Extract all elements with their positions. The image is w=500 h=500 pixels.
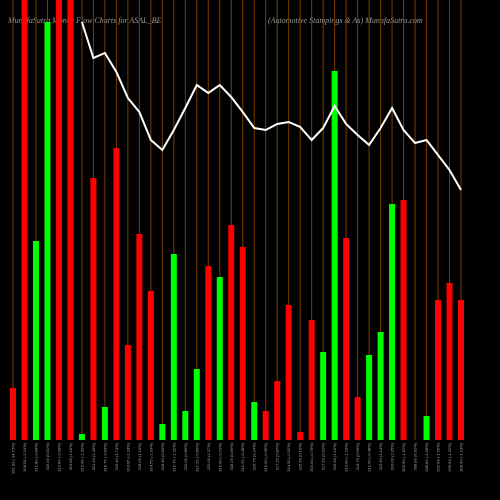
x-tick-label: 316.75 (-0.83%) xyxy=(102,442,107,471)
x-tick-label: 313.85 (-3.09%) xyxy=(56,442,61,471)
bar xyxy=(274,381,281,440)
bar xyxy=(32,241,39,440)
bar xyxy=(389,204,396,440)
x-tick-label: 316.00 (-0.39%) xyxy=(263,442,268,471)
x-tick-label: 310.00 (2.35%) xyxy=(390,442,395,470)
bar xyxy=(285,305,292,440)
x-tick-label: 318.00 (1.10%) xyxy=(137,442,142,470)
x-tick-label: 310.00 (-1.20%) xyxy=(344,442,349,471)
bar xyxy=(262,411,269,440)
bar xyxy=(205,266,212,440)
bar xyxy=(308,320,315,440)
bar xyxy=(366,355,373,440)
bar xyxy=(170,254,177,440)
x-tick-label: 315.25 (-0.48%) xyxy=(240,442,245,471)
x-tick-label: 317.25 (0.87%) xyxy=(275,442,280,470)
x-tick-label: 320.00 (1.27%) xyxy=(206,442,211,470)
chart-title: MunafaSutra Money Flow Charts for ASAL_B… xyxy=(7,16,162,25)
x-tick-label: 318.80 (0.65%) xyxy=(160,442,165,470)
x-tick-label: 316.75 (-1.02%) xyxy=(171,442,176,471)
x-tick-label: 308.83 (6.92%) xyxy=(413,442,418,470)
bar xyxy=(21,0,28,440)
x-tick-label: 317.50 (0.32%) xyxy=(321,442,326,470)
x-tick-label: 321.20 (1.40%) xyxy=(91,442,96,470)
price-line xyxy=(80,21,462,191)
x-tick-label: 292.03 (-1.55%) xyxy=(436,442,441,471)
x-tick-label: 313.95 (-1.28%) xyxy=(125,442,130,471)
x-tick-label: 312.80 (-0.84%) xyxy=(33,442,38,471)
x-tick-label: 300.60 (-1.10%) xyxy=(459,442,464,471)
x-tick-label: 317.25 (-0.85%) xyxy=(194,442,199,471)
bar xyxy=(90,178,97,440)
x-tick-label: 318.25 (0.95%) xyxy=(229,442,234,470)
bar xyxy=(251,402,258,440)
x-tick-label: 302.90 (-1.92%) xyxy=(401,442,406,471)
chart-subtitle: (Automotive Stampings & As) MunafaSutra.… xyxy=(268,16,423,25)
x-tick-label: 316.00 (-0.70%) xyxy=(217,442,222,471)
bar xyxy=(331,71,338,440)
bar xyxy=(55,0,62,440)
bar xyxy=(193,369,200,440)
bar xyxy=(136,234,143,440)
bar xyxy=(159,424,166,440)
bar xyxy=(182,411,189,440)
plot: 261.03 (-14.72%) 306.05 (-2.16%) 312.80 (-… xyxy=(10,0,464,474)
bar xyxy=(354,397,361,440)
x-tick-label: 288.85 (-1.09%) xyxy=(424,442,429,471)
x-tick-label: 312.00 (-0.48%) xyxy=(367,442,372,471)
x-tick-label: 261.03 (-14.72%) xyxy=(11,442,16,474)
x-tick-label: 315.00 (-0.79%) xyxy=(309,442,314,471)
bar xyxy=(239,247,246,440)
bar xyxy=(435,300,442,440)
x-tick-label: 306.05 (-2.16%) xyxy=(22,442,27,471)
x-tick-label: 314.55 (-1.33%) xyxy=(148,442,153,471)
bar xyxy=(320,352,327,440)
bar xyxy=(297,432,304,440)
x-tick-label: 323.85 (2.18%) xyxy=(68,442,73,470)
x-tick-label: 313.75 (0.56%) xyxy=(355,442,360,470)
bar xyxy=(400,200,407,440)
x-tick-label: 316.95 (-1.32%) xyxy=(79,442,84,471)
bar xyxy=(113,148,120,440)
bar xyxy=(147,291,154,440)
x-tick-label: 320.00 (0.86%) xyxy=(183,442,188,470)
x-tick-label: 319.40 (1.74%) xyxy=(114,442,119,470)
bar xyxy=(10,388,16,440)
bar xyxy=(101,407,108,440)
bar xyxy=(446,283,453,440)
bar xyxy=(377,332,384,440)
bar xyxy=(124,345,131,440)
bar xyxy=(458,300,464,440)
x-tick-label: 316.75 (0.24%) xyxy=(252,442,257,470)
bar xyxy=(343,238,350,440)
x-tick-label: 296.63 (-1.32%) xyxy=(447,442,452,471)
bar xyxy=(228,225,235,440)
x-tick-label: 313.50 (1.14%) xyxy=(378,442,383,470)
bar xyxy=(44,22,51,440)
x-tick-label: 315.50 (0.16%) xyxy=(298,442,303,470)
x-tick-label: 316.50 (2.10%) xyxy=(332,442,337,470)
bar xyxy=(78,434,85,440)
bar xyxy=(423,416,430,440)
bar xyxy=(216,277,223,440)
bar xyxy=(67,0,74,440)
x-tick-label: 314.50 (-0.32%) xyxy=(286,442,291,471)
x-tick-label: 315.45 (0.51%) xyxy=(45,442,50,470)
